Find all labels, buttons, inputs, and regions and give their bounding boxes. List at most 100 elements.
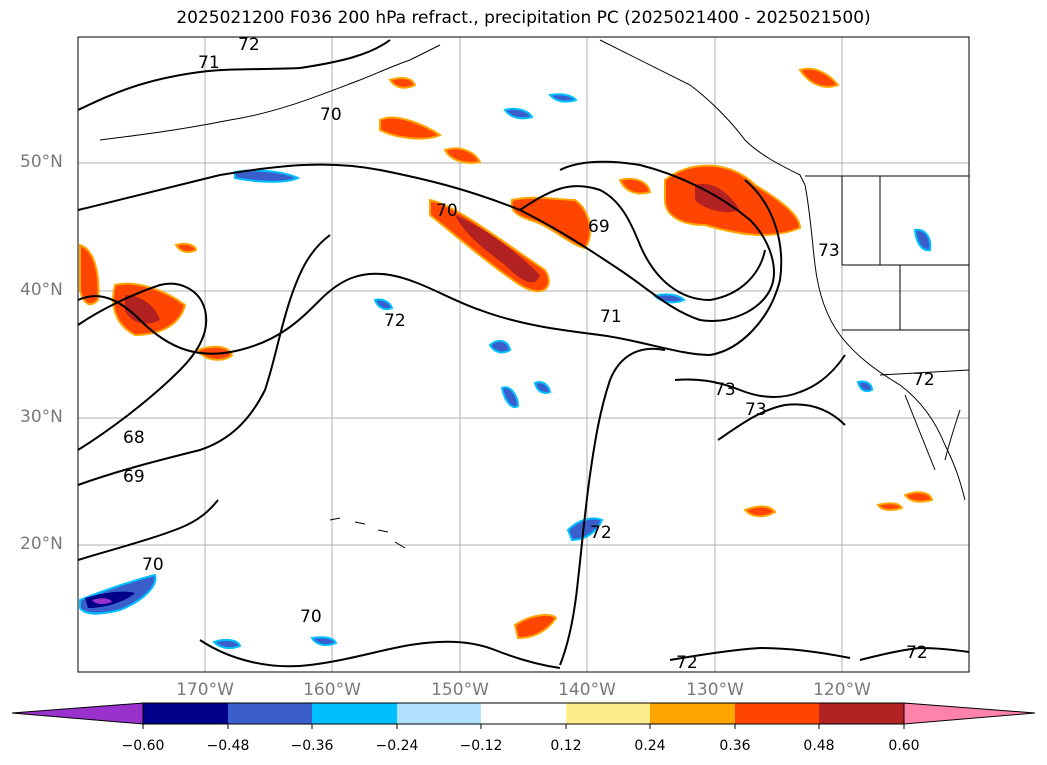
colorbar-tick-label: 0.36 bbox=[719, 738, 751, 754]
colorbar-segment bbox=[566, 703, 650, 724]
colorbar-ticks bbox=[142, 724, 905, 729]
colorbar bbox=[11, 702, 1036, 729]
contour-line bbox=[717, 403, 846, 441]
contour-label: 70 bbox=[142, 555, 164, 575]
contour-label: 72 bbox=[913, 370, 935, 390]
refractivity-contours bbox=[77, 39, 970, 669]
colorbar-tick-label: −0.48 bbox=[206, 738, 250, 754]
contour-label: 71 bbox=[600, 307, 622, 327]
precip-area bbox=[373, 298, 394, 311]
colorbar-tick-label: −0.12 bbox=[459, 738, 503, 754]
colorbar-tick-label: 0.12 bbox=[550, 738, 582, 754]
precip-area bbox=[513, 613, 558, 640]
contour-line bbox=[77, 160, 775, 322]
contour-label: 71 bbox=[198, 53, 220, 73]
map-title: 2025021200 F036 200 hPa refract., precip… bbox=[176, 8, 871, 28]
colorbar-tick-label: 0.24 bbox=[634, 738, 666, 754]
contour-label: 73 bbox=[714, 380, 736, 400]
lon-label-170w: 170°W bbox=[176, 680, 234, 700]
colorbar-tick-label: 0.60 bbox=[888, 738, 920, 754]
lon-label-150w: 150°W bbox=[431, 680, 489, 700]
colorbar-segment bbox=[650, 703, 735, 724]
contour-labels: 72 71 70 70 69 71 72 73 73 73 72 68 69 7… bbox=[123, 35, 935, 673]
coastline-alaska bbox=[99, 44, 441, 141]
precip-area bbox=[455, 215, 540, 283]
precip-area bbox=[876, 502, 904, 511]
colorbar-tick-label: −0.36 bbox=[290, 738, 334, 754]
contour-line bbox=[77, 179, 783, 357]
precip-area bbox=[566, 517, 604, 542]
contour-label: 69 bbox=[123, 467, 145, 487]
lon-label-160w: 160°W bbox=[303, 680, 361, 700]
precip-area bbox=[798, 67, 840, 88]
precip-area bbox=[618, 177, 652, 195]
contour-label: 69 bbox=[588, 217, 610, 237]
colorbar-tick-label: 0.48 bbox=[803, 738, 835, 754]
precip-area bbox=[212, 638, 242, 650]
coastline-baja bbox=[904, 394, 961, 471]
contour-line bbox=[77, 499, 219, 561]
contour-line bbox=[669, 646, 851, 661]
contour-line bbox=[859, 646, 970, 661]
colorbar-tick-label: −0.60 bbox=[121, 738, 165, 754]
precip-area bbox=[856, 380, 874, 393]
precip-area bbox=[379, 116, 443, 140]
contour-label: 72 bbox=[906, 643, 928, 663]
precip-area bbox=[903, 491, 934, 503]
contour-label: 70 bbox=[320, 105, 342, 125]
lat-label-20n: 20°N bbox=[20, 534, 63, 554]
precip-area bbox=[503, 107, 534, 120]
map-border bbox=[77, 36, 970, 673]
coastline-panhandle bbox=[599, 39, 806, 186]
colorbar-segment bbox=[819, 703, 904, 724]
colorbar-segment bbox=[143, 703, 228, 724]
colorbar-min-extend bbox=[11, 702, 144, 725]
coastlines bbox=[99, 39, 970, 549]
lon-label-120w: 120°W bbox=[813, 680, 871, 700]
gridlines bbox=[78, 37, 969, 672]
lon-label-140w: 140°W bbox=[558, 680, 616, 700]
precip-area bbox=[488, 339, 512, 354]
contour-line bbox=[77, 39, 391, 111]
contour-label: 73 bbox=[745, 400, 767, 420]
colorbar-segment bbox=[397, 703, 481, 724]
precip-area bbox=[548, 93, 578, 103]
precip-area bbox=[85, 591, 135, 608]
contour-label: 72 bbox=[238, 35, 260, 55]
precip-area bbox=[310, 636, 338, 647]
contour-label: 72 bbox=[676, 653, 698, 673]
colorbar-segment bbox=[735, 703, 819, 724]
colorbar-segment bbox=[228, 703, 312, 724]
colorbar-tick-label: −0.24 bbox=[375, 738, 419, 754]
contour-label: 70 bbox=[436, 201, 458, 221]
contour-line bbox=[77, 234, 331, 486]
contour-label: 72 bbox=[384, 311, 406, 331]
colorbar-max-extend bbox=[903, 702, 1036, 725]
precip-area bbox=[913, 228, 932, 252]
precip-area bbox=[388, 76, 417, 89]
contour-line bbox=[674, 354, 846, 398]
contour-line bbox=[519, 185, 766, 302]
precip-area bbox=[125, 295, 160, 324]
contour-label: 73 bbox=[818, 241, 840, 261]
precip-area bbox=[743, 505, 777, 518]
contour-line bbox=[77, 282, 208, 451]
precip-area bbox=[79, 243, 100, 306]
contour-line bbox=[559, 347, 666, 666]
colorbar-segment bbox=[312, 703, 397, 724]
border-mexico-us bbox=[879, 369, 970, 376]
precip-area bbox=[500, 386, 520, 408]
contour-label: 68 bbox=[123, 428, 145, 448]
colorbar-frame bbox=[142, 702, 905, 725]
lon-label-130w: 130°W bbox=[686, 680, 744, 700]
precip-area bbox=[174, 242, 198, 254]
coastline-hawaii bbox=[329, 517, 406, 549]
contour-label: 70 bbox=[300, 607, 322, 627]
precip-negative-areas bbox=[79, 93, 932, 650]
precip-area bbox=[92, 598, 112, 605]
contour-line bbox=[199, 639, 561, 669]
precip-area bbox=[443, 147, 482, 164]
coastline-west-us bbox=[804, 184, 966, 501]
precip-area bbox=[533, 381, 552, 394]
